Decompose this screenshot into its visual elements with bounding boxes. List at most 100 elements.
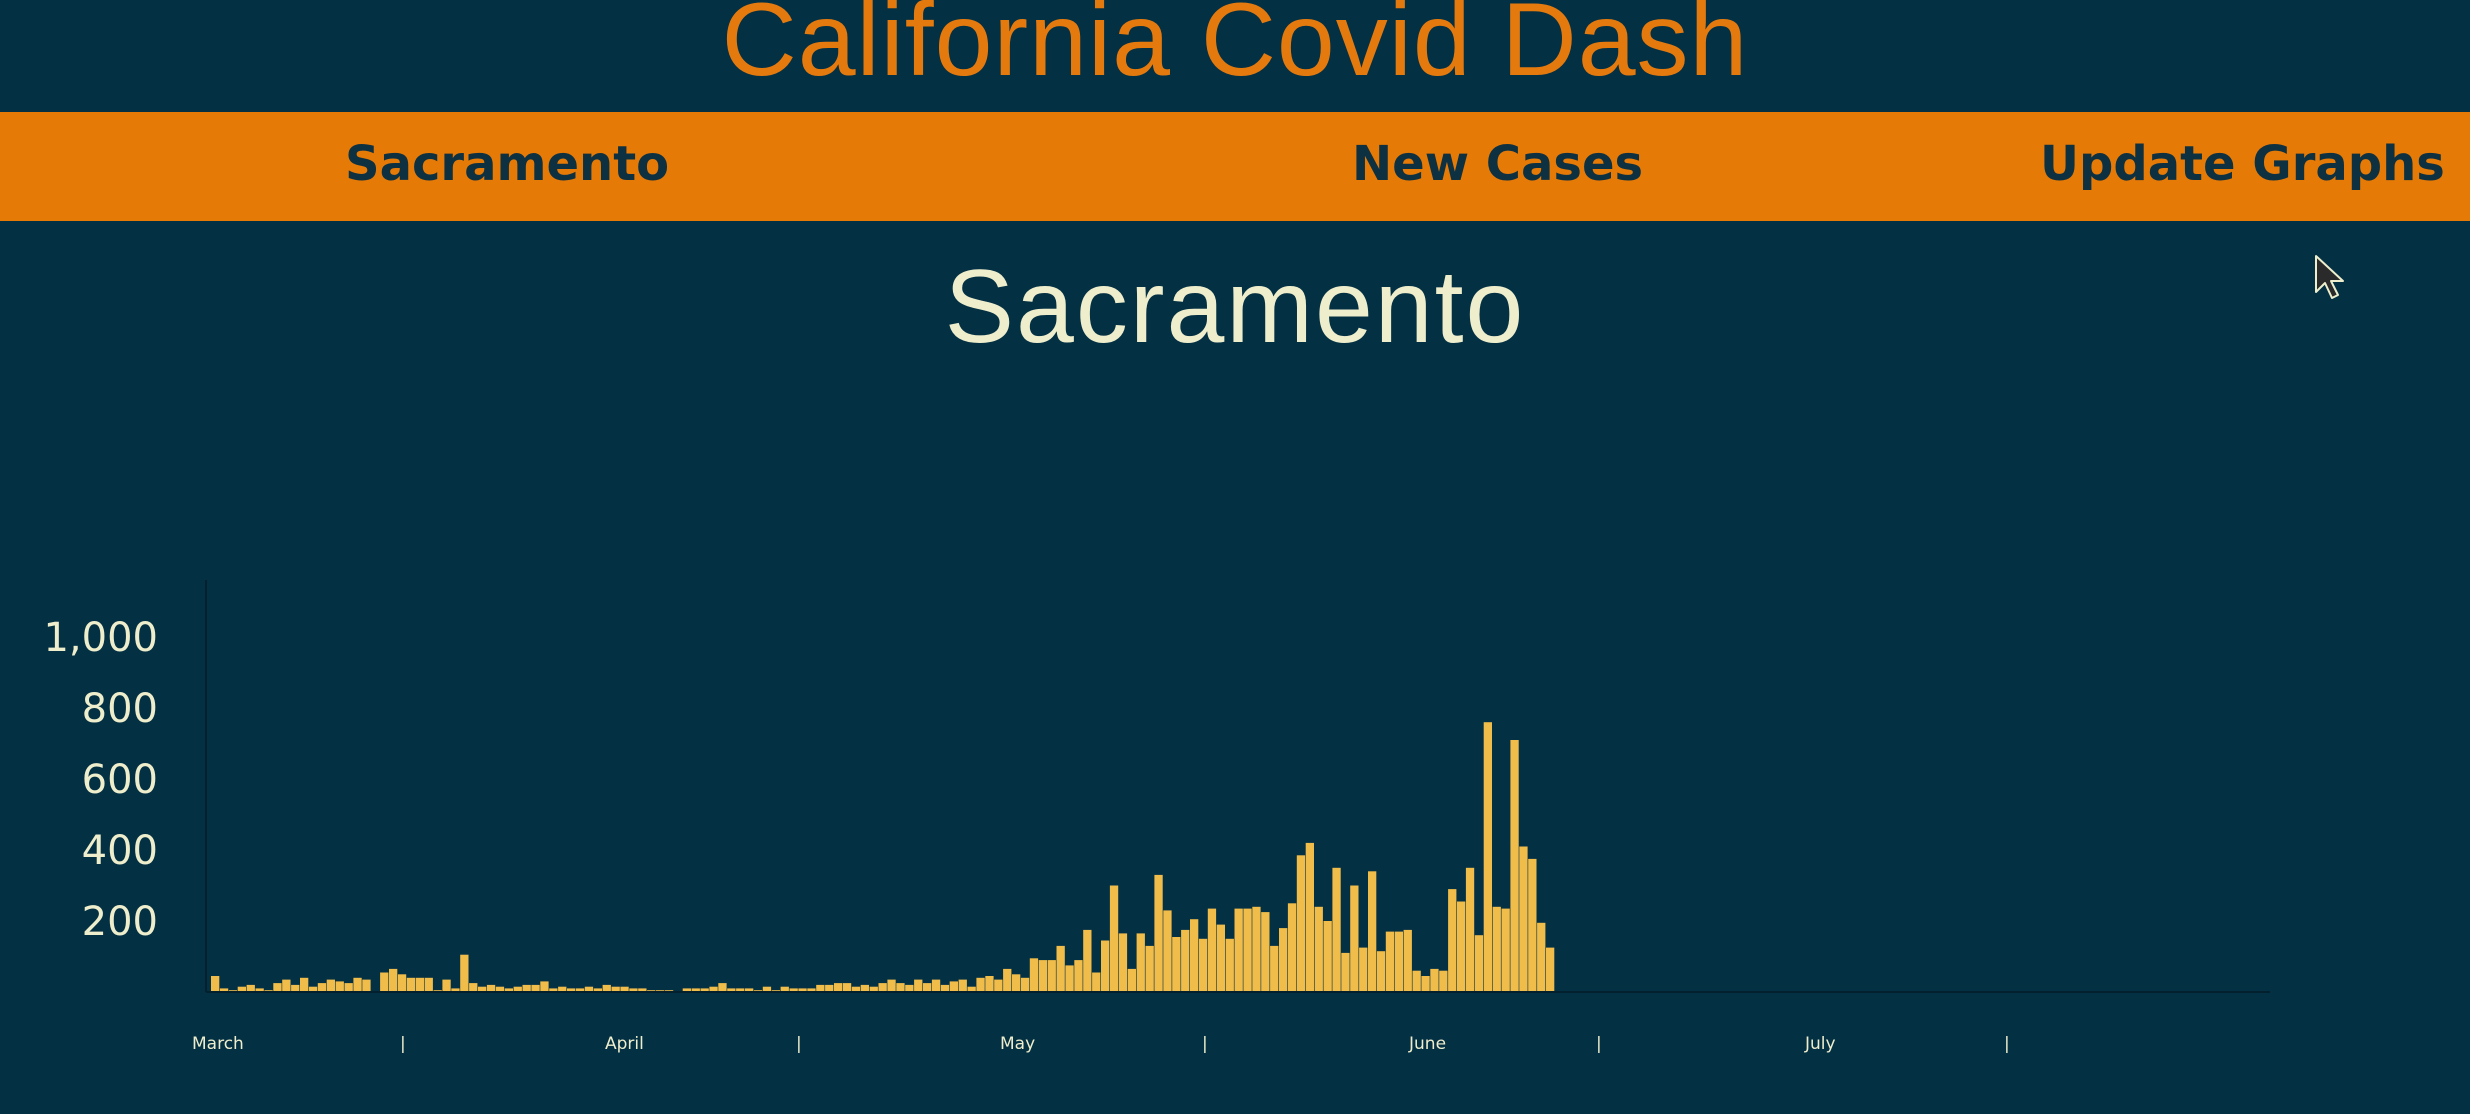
y-tick-label: 800 <box>82 686 158 732</box>
bar <box>1127 968 1136 992</box>
bar <box>522 984 531 992</box>
bar <box>273 983 282 992</box>
bar <box>540 981 549 992</box>
bar <box>1474 935 1484 992</box>
bar <box>1216 924 1225 993</box>
bar <box>1038 960 1047 992</box>
bar <box>513 986 522 992</box>
bar <box>718 983 727 992</box>
bar <box>629 988 638 992</box>
bar <box>931 979 941 992</box>
county-selector[interactable]: Sacramento <box>345 136 670 192</box>
bar <box>1439 970 1448 992</box>
bar <box>842 983 852 992</box>
x-tick-label: | <box>400 1034 406 1054</box>
bar <box>211 976 220 992</box>
bar <box>1528 858 1537 992</box>
bar <box>1198 938 1208 993</box>
bar <box>1225 938 1234 993</box>
bar <box>1492 906 1501 992</box>
bar <box>344 983 353 992</box>
bar <box>584 986 594 992</box>
bar <box>1092 972 1101 992</box>
bar <box>1323 921 1332 992</box>
bar <box>1448 889 1457 992</box>
bar <box>1314 906 1323 992</box>
x-tick-label: June <box>1408 1034 1446 1054</box>
bar <box>397 974 407 993</box>
bar <box>878 983 887 992</box>
bar <box>1287 903 1297 993</box>
y-tick-label: 400 <box>82 828 158 874</box>
bar <box>451 988 460 992</box>
x-tick-label: March <box>192 1034 244 1054</box>
bar <box>1457 901 1466 992</box>
bar <box>887 979 896 992</box>
bar <box>531 984 540 992</box>
bar <box>1430 968 1439 992</box>
bar <box>362 979 371 992</box>
bar <box>869 986 878 992</box>
bar <box>424 977 433 992</box>
bar <box>335 981 344 992</box>
bar <box>638 988 647 992</box>
bar <box>1412 970 1421 992</box>
y-tick-label: 1,000 <box>43 615 158 661</box>
bar <box>317 983 327 992</box>
bar <box>940 984 950 992</box>
bar <box>1136 933 1145 992</box>
bar <box>967 986 976 992</box>
bar <box>1234 908 1243 992</box>
mouse-pointer-icon <box>2314 254 2346 304</box>
bar <box>691 988 700 992</box>
bar <box>460 954 469 992</box>
x-tick-label: | <box>2004 1034 2010 1054</box>
x-tick-label: | <box>1596 1034 1602 1054</box>
bar <box>291 984 300 992</box>
bar <box>567 988 576 992</box>
bar <box>1385 931 1395 992</box>
bar <box>798 988 807 992</box>
bar <box>834 983 843 992</box>
bar <box>593 988 602 992</box>
update-graphs-button[interactable]: Update Graphs <box>2040 136 2445 192</box>
bar <box>237 986 246 992</box>
bar <box>442 979 451 992</box>
bar <box>1537 922 1546 992</box>
bar <box>1519 846 1528 992</box>
bar <box>1252 906 1261 992</box>
bar <box>1350 885 1359 992</box>
bar <box>1483 722 1492 992</box>
new-cases-chart: 200 400 600 800 1,000 March | April | May | June | J… <box>43 580 2270 1054</box>
bar <box>1305 842 1314 992</box>
bar <box>326 979 335 992</box>
bar <box>1020 977 1030 992</box>
control-bar: Sacramento New Cases Update Graphs <box>0 112 2470 221</box>
bar <box>246 984 255 992</box>
bar <box>1341 952 1350 992</box>
bar <box>1012 974 1021 993</box>
bar <box>1154 874 1163 992</box>
bar <box>709 986 718 992</box>
bar <box>602 984 611 992</box>
bar <box>976 977 985 992</box>
bar <box>1172 937 1181 992</box>
bar <box>1056 945 1065 992</box>
bar <box>558 986 567 992</box>
bar <box>1003 968 1012 992</box>
x-tick-label: July <box>1804 1034 1836 1054</box>
bar <box>1510 740 1519 992</box>
bar <box>789 988 798 992</box>
bar <box>255 988 264 992</box>
x-tick-label: | <box>796 1034 802 1054</box>
y-tick-label: 600 <box>82 757 158 803</box>
bar <box>727 988 736 992</box>
bar <box>914 979 923 992</box>
bar <box>469 983 478 992</box>
bar <box>682 988 691 992</box>
bar <box>1163 910 1172 992</box>
bar <box>816 984 825 992</box>
bar <box>923 983 932 992</box>
bar <box>549 988 558 992</box>
metric-selector[interactable]: New Cases <box>1352 136 1644 192</box>
